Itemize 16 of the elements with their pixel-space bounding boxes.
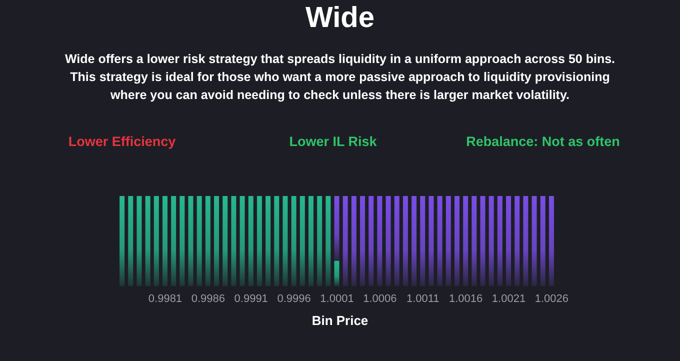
- x-tick-label: 0.9996: [277, 292, 311, 305]
- x-tick-label: 1.0006: [363, 292, 397, 305]
- chart-title: Wide: [304, 2, 376, 35]
- text: Lower Efficiency: [67, 134, 177, 149]
- x-axis-title: Bin Price: [310, 313, 370, 328]
- x-tick-label: 0.9981: [148, 292, 182, 305]
- x-tick-label: 1.0026: [534, 292, 569, 305]
- x-tick-label: 1.0011: [406, 292, 440, 305]
- x-tick-label: 1.0021: [492, 292, 526, 305]
- text: Lower IL Risk: [288, 134, 378, 149]
- x-tick-label: 1.0016: [448, 292, 483, 305]
- text: Rebalance: Not as often: [465, 134, 621, 149]
- x-tick-label: 0.9986: [191, 292, 226, 305]
- x-tick-label: 1.0001: [320, 292, 354, 305]
- x-tick-label: 0.9991: [234, 292, 268, 305]
- chart-subtitle: Wide offers a lower risk strategy that spreads liquidity in a uniform approach across 50 bins. This strategy is ideal for those who want a more passive approach to liquidity provisioning where you can avoid needing to check unless there is larger market volatility.: [64, 51, 616, 104]
